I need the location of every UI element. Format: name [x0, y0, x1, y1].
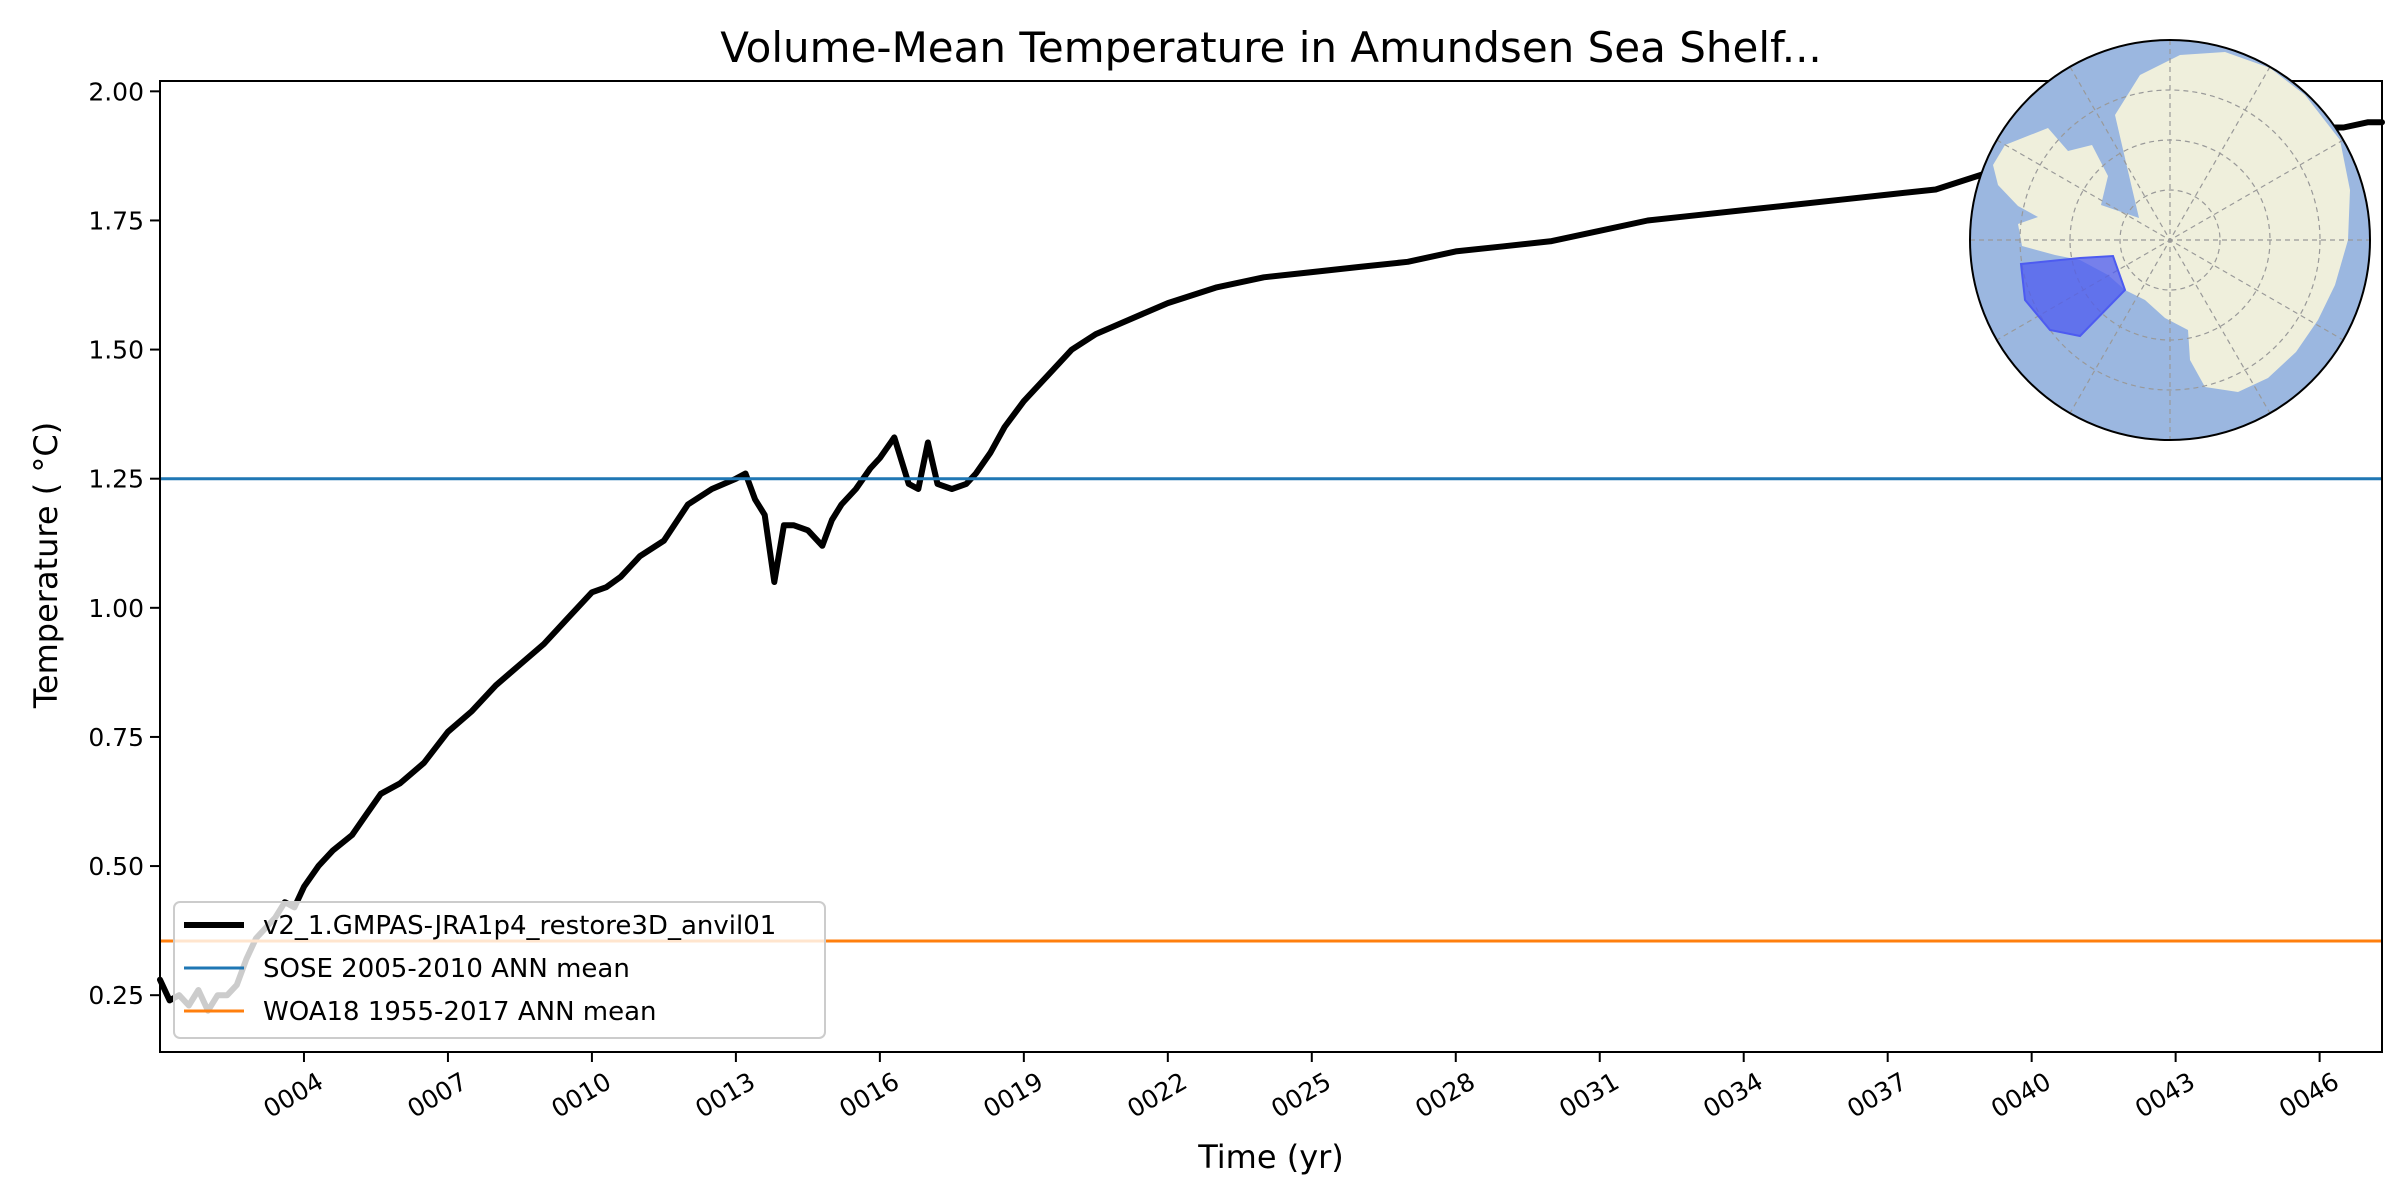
x-tick-label: 0016	[834, 1067, 904, 1124]
x-tick-label: 0013	[690, 1067, 760, 1124]
series-line-model	[157, 119, 2385, 1014]
y-tick-label: 0.25	[88, 981, 144, 1010]
x-tick-label: 0007	[402, 1067, 472, 1124]
legend-label-woa: WOA18 1955-2017 ANN mean	[263, 997, 657, 1027]
legend-label-model: v2_1.GMPAS-JRA1p4_restore3D_anvil01	[263, 911, 776, 941]
antarctica-landmass	[1993, 52, 2350, 392]
x-tick-label: 0034	[1698, 1067, 1768, 1124]
antarctica-inset-map	[1969, 39, 2371, 441]
x-tick-label: 0043	[2130, 1067, 2200, 1124]
x-tick-label: 0004	[258, 1067, 328, 1124]
x-tick-label: 0031	[1554, 1067, 1624, 1124]
graticule-circle	[2119, 189, 2221, 291]
y-tick-label: 1.25	[88, 465, 144, 494]
chart-title: Volume-Mean Temperature in Amundsen Sea …	[720, 23, 1822, 72]
y-tick-label: 2.00	[88, 77, 144, 106]
y-tick-label: 1.75	[88, 206, 144, 235]
x-tick-label: 0028	[1410, 1067, 1480, 1124]
map-border	[1969, 39, 2371, 441]
legend-frame	[173, 901, 826, 1039]
y-tick-label: 0.50	[88, 852, 144, 881]
x-tick-label: 0040	[1986, 1067, 2056, 1124]
y-tick-label: 1.50	[88, 336, 144, 365]
amundsen-sea-region	[2019, 254, 2127, 338]
x-tick-label: 0046	[2274, 1067, 2344, 1124]
y-tick-label: 0.75	[88, 723, 144, 752]
x-tick-label: 0010	[546, 1067, 616, 1124]
x-tick-label: 0037	[1842, 1067, 1912, 1124]
legend-label-sose: SOSE 2005-2010 ANN mean	[263, 954, 630, 984]
x-tick-label: 0022	[1122, 1067, 1192, 1124]
y-tick-label: 1.00	[88, 594, 144, 623]
x-tick-label: 0025	[1266, 1067, 1336, 1124]
y-axis-label: Temperature ( °C)	[27, 422, 65, 709]
x-axis-label: Time (yr)	[1197, 1138, 1344, 1176]
legend: v2_1.GMPAS-JRA1p4_restore3D_anvil01 SOSE…	[173, 901, 826, 1039]
axes-frame	[159, 80, 2383, 1053]
x-tick-label: 0019	[978, 1067, 1048, 1124]
